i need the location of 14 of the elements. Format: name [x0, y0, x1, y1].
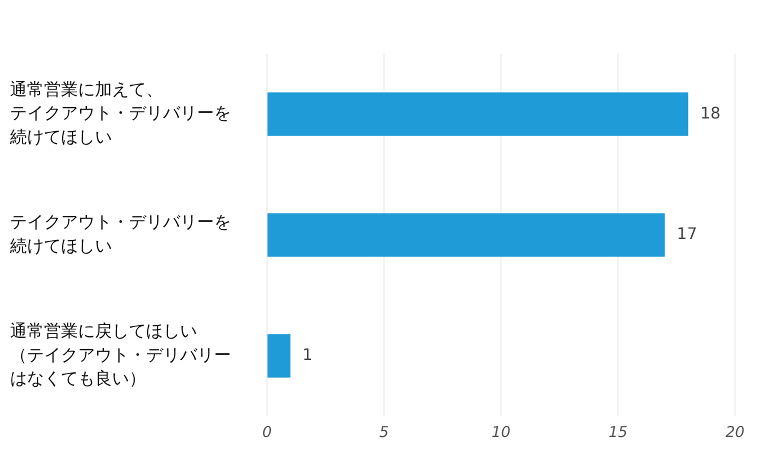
data-label: 1 — [302, 345, 313, 364]
x-tick-label: 5 — [379, 423, 389, 442]
bar — [268, 92, 688, 136]
data-label: 17 — [676, 224, 698, 244]
bar — [268, 213, 665, 257]
x-tick-label: 15 — [608, 423, 628, 442]
data-label: 18 — [700, 103, 721, 122]
y-tick-label: 通常営業に加えて、テイクアウト・デリバリーを続けてほしい — [9, 80, 231, 148]
y-tick-label: 通常営業に戻してほしい（テイクアウト・デリバリーはなくても良い） — [10, 321, 231, 390]
bar — [268, 334, 290, 378]
x-tick-label: 10 — [491, 423, 511, 442]
y-tick-label: テイクアウト・デリバリーを続けてほしい — [9, 212, 231, 256]
x-tick-label: 0 — [262, 423, 272, 442]
x-tick-label: 20 — [725, 423, 745, 442]
